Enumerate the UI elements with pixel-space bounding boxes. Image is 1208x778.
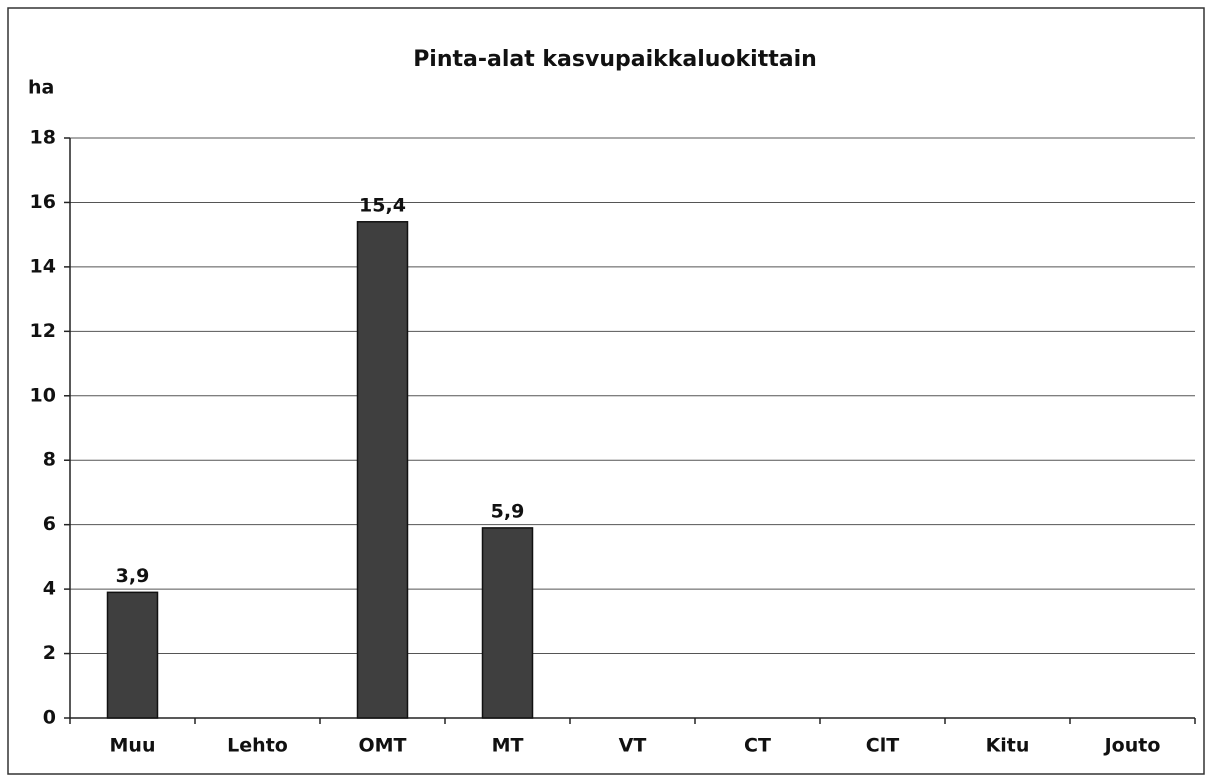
y-tick-label: 12 [30,320,56,342]
y-tick-label: 4 [43,578,56,600]
x-tick-label: OMT [358,735,406,757]
bar [481,527,534,719]
x-tick-label: CT [744,735,771,757]
chart-title: Pinta-alat kasvupaikkaluokittain [413,47,817,72]
y-axis-label: ha [28,77,54,99]
y-tick-label: 10 [30,384,56,406]
y-tick-label: 18 [30,127,56,149]
y-tick-label: 16 [30,191,56,213]
y-tick-label: 8 [43,449,56,471]
bar [106,591,159,719]
data-label: 15,4 [359,194,406,216]
x-tick-label: ClT [866,735,899,757]
bar [356,221,409,719]
y-tick-label: 0 [43,707,56,729]
x-tick-label: Lehto [227,735,288,757]
y-tick-label: 14 [30,255,56,277]
x-tick-label: VT [619,735,647,757]
x-tick-label: Kitu [986,735,1030,757]
data-label: 5,9 [491,500,525,522]
x-tick-label: Jouto [1103,735,1161,757]
chart-frame [7,7,1205,775]
y-tick-label: 6 [43,513,56,535]
data-label: 3,9 [116,565,150,587]
x-tick-label: MT [492,735,524,757]
y-tick-label: 2 [43,642,56,664]
x-tick-label: Muu [110,735,156,757]
